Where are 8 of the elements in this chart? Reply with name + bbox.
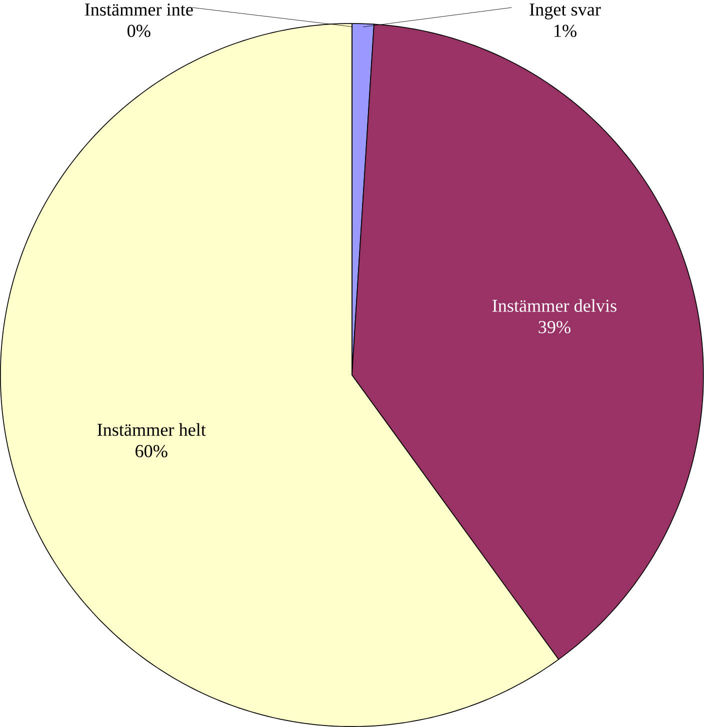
text: 0% bbox=[128, 24, 150, 38]
slice-label: Instämmer helt bbox=[97, 423, 206, 436]
data-label: 1% bbox=[554, 24, 576, 38]
category-label: Instämmer inte bbox=[85, 4, 193, 16]
data-label: 60% bbox=[136, 445, 168, 458]
data-label: 39% bbox=[538, 321, 570, 334]
slice-label: Instämmer delvis bbox=[492, 299, 616, 312]
slice-label: Inget svar bbox=[530, 4, 601, 20]
